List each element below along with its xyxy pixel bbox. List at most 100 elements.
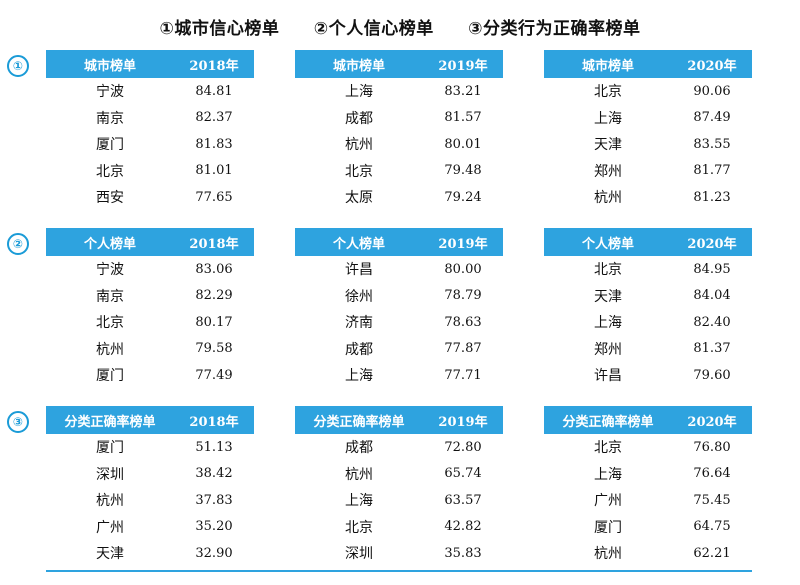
ranking-table: 个人榜单 2020年 北京 84.95 天津 84.04 上海 82.40 郑州 81.37 许昌 7… bbox=[544, 228, 752, 389]
score-value: 83.06 bbox=[195, 261, 233, 277]
table-row: 北京 42.82 bbox=[295, 514, 503, 541]
score-value: 82.37 bbox=[195, 110, 233, 126]
city-name: 天津 bbox=[594, 137, 622, 154]
header-year: 2018年 bbox=[189, 236, 239, 252]
city-name: 西安 bbox=[96, 190, 124, 207]
score-value: 82.40 bbox=[693, 314, 731, 330]
score-value: 90.06 bbox=[693, 83, 731, 99]
score-value: 78.79 bbox=[444, 288, 482, 304]
ranking-table: 分类正确率榜单 2018年 厦门 51.13 深圳 38.42 杭州 37.83 广州 35.20… bbox=[46, 406, 254, 567]
city-name: 上海 bbox=[594, 110, 622, 127]
score-value: 32.90 bbox=[195, 545, 233, 561]
city-name: 济南 bbox=[345, 315, 373, 332]
header-year: 2020年 bbox=[687, 58, 737, 74]
score-value: 51.13 bbox=[195, 439, 233, 455]
score-value: 80.00 bbox=[444, 261, 482, 277]
table-row: 厦门 77.49 bbox=[46, 362, 254, 389]
score-value: 77.49 bbox=[195, 367, 233, 383]
city-name: 天津 bbox=[594, 288, 622, 305]
city-name: 北京 bbox=[594, 440, 622, 457]
table-row: 成都 72.80 bbox=[295, 434, 503, 461]
header-year: 2020年 bbox=[687, 236, 737, 252]
score-value: 72.80 bbox=[444, 439, 482, 455]
table-row: 济南 78.63 bbox=[295, 309, 503, 336]
city-name: 上海 bbox=[345, 84, 373, 101]
table-row: 宁波 83.06 bbox=[46, 256, 254, 283]
table-row: 南京 82.37 bbox=[46, 105, 254, 132]
table-row: 杭州 37.83 bbox=[46, 487, 254, 514]
city-name: 厦门 bbox=[96, 440, 124, 457]
score-value: 81.83 bbox=[195, 136, 233, 152]
table-row: 北京 80.17 bbox=[46, 309, 254, 336]
header-year: 2019年 bbox=[438, 236, 488, 252]
table-row: 杭州 62.21 bbox=[544, 540, 752, 567]
city-name: 杭州 bbox=[594, 546, 622, 563]
city-name: 太原 bbox=[345, 190, 373, 207]
city-name: 厦门 bbox=[96, 137, 124, 154]
table-row: 厦门 51.13 bbox=[46, 434, 254, 461]
score-value: 87.49 bbox=[693, 110, 731, 126]
score-value: 81.37 bbox=[693, 341, 731, 357]
section-number-marker: ① bbox=[7, 55, 29, 77]
ranking-table: 城市榜单 2020年 北京 90.06 上海 87.49 天津 83.55 郑州 81.77 杭州 8… bbox=[544, 50, 752, 211]
city-name: 许昌 bbox=[594, 368, 622, 385]
score-value: 80.01 bbox=[444, 136, 482, 152]
city-name: 上海 bbox=[594, 315, 622, 332]
header-list-name: 城市榜单 bbox=[581, 58, 634, 74]
city-name: 厦门 bbox=[96, 368, 124, 385]
table-row: 许昌 79.60 bbox=[544, 362, 752, 389]
table-row: 北京 81.01 bbox=[46, 158, 254, 185]
score-value: 76.64 bbox=[693, 466, 731, 482]
city-name: 成都 bbox=[345, 110, 373, 127]
bottom-divider bbox=[46, 570, 752, 572]
score-value: 81.57 bbox=[444, 110, 482, 126]
header-list-name: 分类正确率榜单 bbox=[313, 414, 405, 430]
city-name: 广州 bbox=[594, 493, 622, 510]
score-value: 65.74 bbox=[444, 466, 482, 482]
ranking-table: 城市榜单 2019年 上海 83.21 成都 81.57 杭州 80.01 北京 79.48 太原 7… bbox=[295, 50, 503, 211]
table-row: 厦门 64.75 bbox=[544, 514, 752, 541]
table-row: 上海 82.40 bbox=[544, 309, 752, 336]
score-value: 79.24 bbox=[444, 189, 482, 205]
table-row: 徐州 78.79 bbox=[295, 283, 503, 310]
city-name: 上海 bbox=[594, 466, 622, 483]
table-row: 天津 84.04 bbox=[544, 283, 752, 310]
header-list-name: 分类正确率榜单 bbox=[64, 414, 156, 430]
header-list-name: 分类正确率榜单 bbox=[562, 414, 654, 430]
table-row: 广州 75.45 bbox=[544, 487, 752, 514]
table-row: 上海 83.21 bbox=[295, 78, 503, 105]
score-value: 84.81 bbox=[195, 83, 233, 99]
title-sorting: ③分类行为正确率榜单 bbox=[468, 19, 641, 39]
score-value: 83.21 bbox=[444, 83, 482, 99]
table-row: 北京 76.80 bbox=[544, 434, 752, 461]
city-name: 郑州 bbox=[594, 341, 622, 358]
table-row: 上海 87.49 bbox=[544, 105, 752, 132]
city-name: 北京 bbox=[345, 519, 373, 536]
table-header: 城市榜单 2020年 bbox=[544, 50, 752, 78]
city-name: 郑州 bbox=[594, 163, 622, 180]
score-value: 76.80 bbox=[693, 439, 731, 455]
table-row: 南京 82.29 bbox=[46, 283, 254, 310]
score-value: 38.42 bbox=[195, 466, 233, 482]
table-header: 个人榜单 2020年 bbox=[544, 228, 752, 256]
score-value: 81.77 bbox=[693, 163, 731, 179]
table-row: 上海 77.71 bbox=[295, 362, 503, 389]
ranking-table: 分类正确率榜单 2020年 北京 76.80 上海 76.64 广州 75.45 厦门 64.75… bbox=[544, 406, 752, 567]
score-value: 64.75 bbox=[693, 519, 731, 535]
score-value: 62.21 bbox=[693, 545, 731, 561]
table-row: 杭州 65.74 bbox=[295, 461, 503, 488]
table-row: 深圳 35.83 bbox=[295, 540, 503, 567]
score-value: 77.65 bbox=[195, 189, 233, 205]
title-personal: ②个人信心榜单 bbox=[313, 19, 434, 39]
city-name: 徐州 bbox=[345, 288, 373, 305]
table-header: 分类正确率榜单 2019年 bbox=[295, 406, 503, 434]
table-header: 个人榜单 2019年 bbox=[295, 228, 503, 256]
city-name: 北京 bbox=[345, 163, 373, 180]
score-value: 83.55 bbox=[693, 136, 731, 152]
score-value: 79.58 bbox=[195, 341, 233, 357]
city-name: 成都 bbox=[345, 440, 373, 457]
score-value: 35.83 bbox=[444, 545, 482, 561]
header-year: 2018年 bbox=[189, 414, 239, 430]
table-row: 西安 77.65 bbox=[46, 184, 254, 211]
city-name: 南京 bbox=[96, 288, 124, 305]
